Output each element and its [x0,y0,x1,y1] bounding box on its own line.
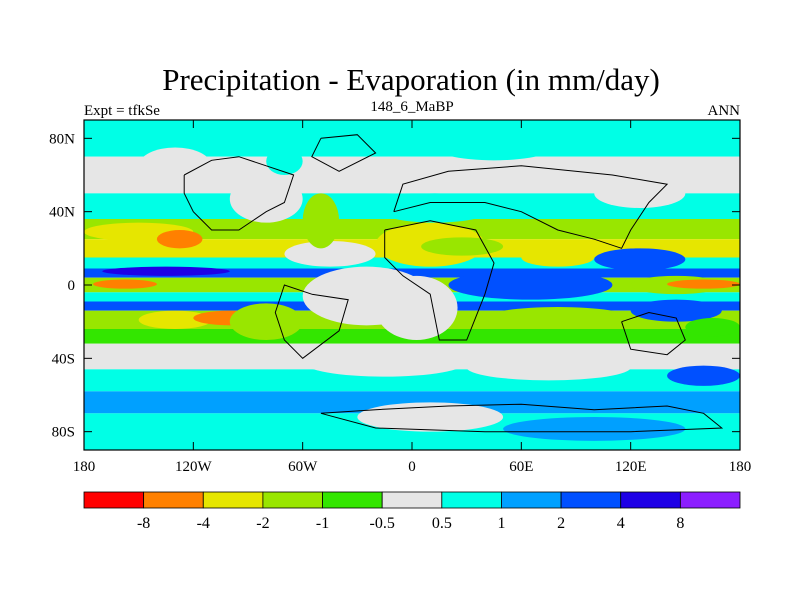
colorbar-label-4: -0.5 [370,515,395,532]
field-region-22 [630,299,722,322]
field-region-15 [521,248,595,267]
coastline-5 [320,403,724,433]
field-region-11 [302,193,340,249]
colorbar-box-8 [560,491,622,509]
field-region-12 [330,156,467,194]
field-region-8 [375,275,458,340]
colorbar-box-10 [679,491,741,509]
colorbar-box-3 [262,491,323,509]
field-region-28 [594,178,686,208]
colorbar-box-2 [202,491,264,509]
field-region-31 [357,402,504,432]
field-region-1 [156,230,203,249]
chart-title: Precipitation - Evaporation (in mm/day) [162,62,660,97]
y-tick-label-2: 0 [68,278,76,294]
colorbar-label-5: 0.5 [432,515,452,532]
field-region-16 [375,193,494,223]
subtitle-right: ANN [708,103,741,119]
field-region-30 [266,147,303,175]
coastlines [183,134,724,433]
field-region-10 [229,175,303,223]
field-region-29 [430,129,558,161]
colorbar-label-0: -8 [137,515,150,532]
x-tick-label-5: 120E [615,459,647,475]
colorbar-box-7 [501,491,562,509]
field-region-3 [93,279,157,289]
coastline-3 [393,165,669,249]
x-tick-label-3: 0 [408,459,416,475]
y-tick-label-4: 80S [52,425,75,441]
y-tick-label-0: 80N [49,131,75,147]
field-region-23 [685,318,740,337]
coastline-4 [621,311,686,356]
colorbar-box-6 [441,491,502,509]
colorbar-box-0 [83,491,145,509]
coastline-2 [384,220,495,341]
colorbar-box-5 [381,491,443,509]
colorbar-label-2: -2 [256,515,269,532]
colorbar-box-9 [620,491,681,509]
coastline-6 [311,134,377,172]
x-tick-label-1: 120W [175,459,213,475]
colorbar-label-3: -1 [316,515,329,532]
contour-field [84,120,740,450]
field-region-17 [448,270,613,300]
field-region-20 [667,279,740,289]
field-region-27 [138,147,212,185]
colorbar-box-1 [143,491,204,509]
y-tick-label-1: 40N [49,205,75,221]
field-region-25 [466,354,631,381]
colorbar-label-9: 8 [676,515,684,532]
colorbar-label-6: 1 [497,515,505,532]
field-region-24 [302,347,467,377]
field-region-21 [594,248,686,271]
field-region-2 [102,266,230,276]
x-tick-label-0: 180 [73,459,96,475]
subtitle-left: Expt = tfkSe [84,103,160,119]
field-region-32 [503,417,686,441]
y-axis: 80N 40N 0 40S 80S [49,131,740,441]
x-axis: 180 120W 60W 0 60E 120E 180 [73,120,752,475]
y-tick-label-3: 40S [52,351,75,367]
x-tick-label-4: 60E [509,459,533,475]
x-tick-label-2: 60W [288,459,318,475]
field-region-9 [284,241,376,267]
coastline-1 [274,284,349,359]
subtitle-center: 148_6_MaBP [370,99,453,115]
colorbar-box-4 [322,491,383,509]
field-region-6 [229,303,303,340]
field-region-18 [484,307,631,329]
field-region-4 [138,310,212,330]
colorbar: -8 -4 -2 -1 -0.5 0.5 1 2 4 8 [83,491,741,532]
field-region-14 [421,237,504,256]
coastline-0 [183,156,295,231]
field-region-26 [667,365,740,386]
colorbar-label-7: 2 [557,515,565,532]
colorbar-label-1: -4 [197,515,210,532]
colorbar-label-8: 4 [617,515,625,532]
x-tick-label-6: 180 [729,459,752,475]
field-band-6 [84,268,740,278]
